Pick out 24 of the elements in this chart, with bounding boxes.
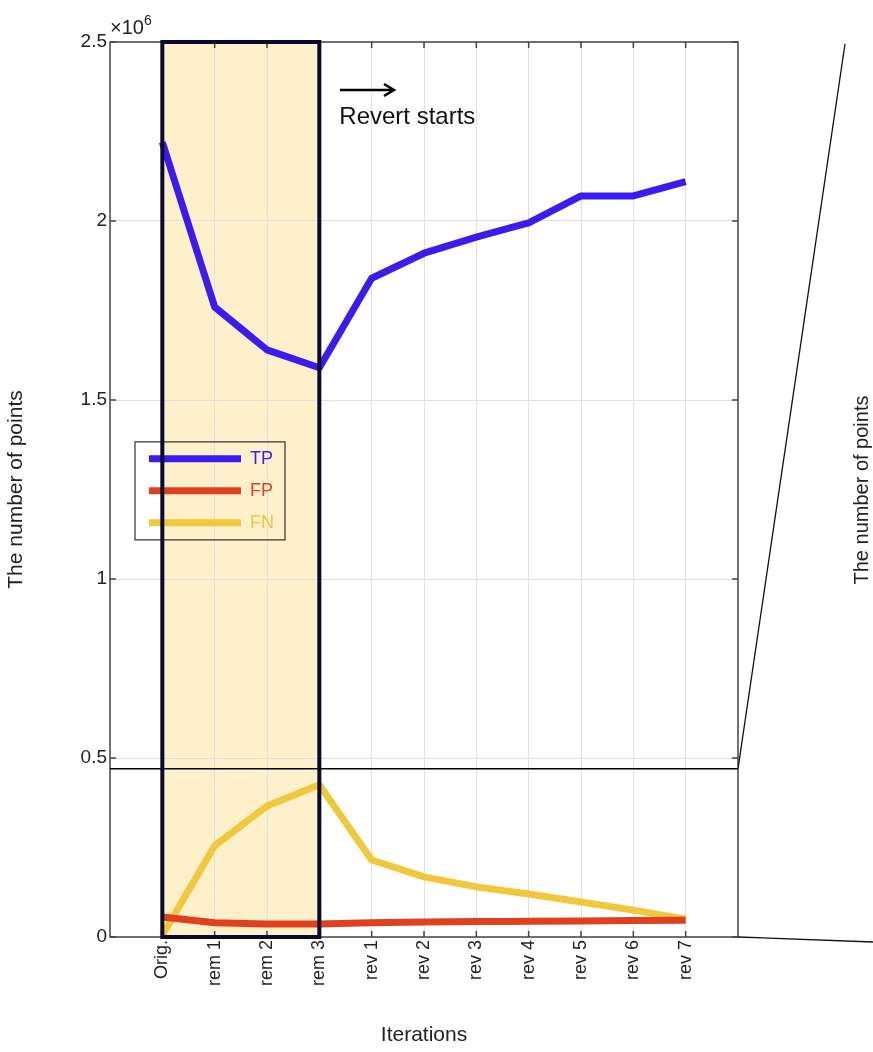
y-tick-label: 1.5 — [80, 388, 107, 410]
text: TP — [250, 447, 274, 468]
x-tick-label: Orig. — [151, 940, 172, 980]
annotation: Revert starts — [339, 102, 476, 129]
text: FN — [250, 511, 274, 532]
y-tick-label: 1 — [96, 567, 107, 589]
x-tick-label: rem 2 — [255, 940, 276, 987]
y-tick-label: 2 — [96, 209, 107, 231]
x-tick-label: rev 7 — [674, 940, 695, 981]
x-tick-label: rev 6 — [622, 940, 643, 981]
y-tick-label: 0 — [96, 925, 107, 947]
x-tick-label: rev 5 — [569, 940, 590, 981]
text: The number of points — [850, 395, 872, 585]
x-tick-label: rev 3 — [465, 940, 486, 981]
y-tick-label: 2.5 — [80, 30, 107, 52]
y-axis-title: The number of points — [3, 390, 27, 589]
y-tick-label: 0.5 — [80, 746, 107, 768]
x-tick-label: rev 1 — [360, 940, 381, 981]
x-tick-label: rem 1 — [203, 940, 224, 987]
x-tick-label: rev 2 — [412, 940, 433, 981]
x-axis-title: Iterations — [380, 1022, 468, 1046]
x-tick-label: rev 4 — [517, 940, 538, 981]
x-tick-label: rem 3 — [308, 940, 329, 987]
text: FP — [250, 479, 274, 500]
